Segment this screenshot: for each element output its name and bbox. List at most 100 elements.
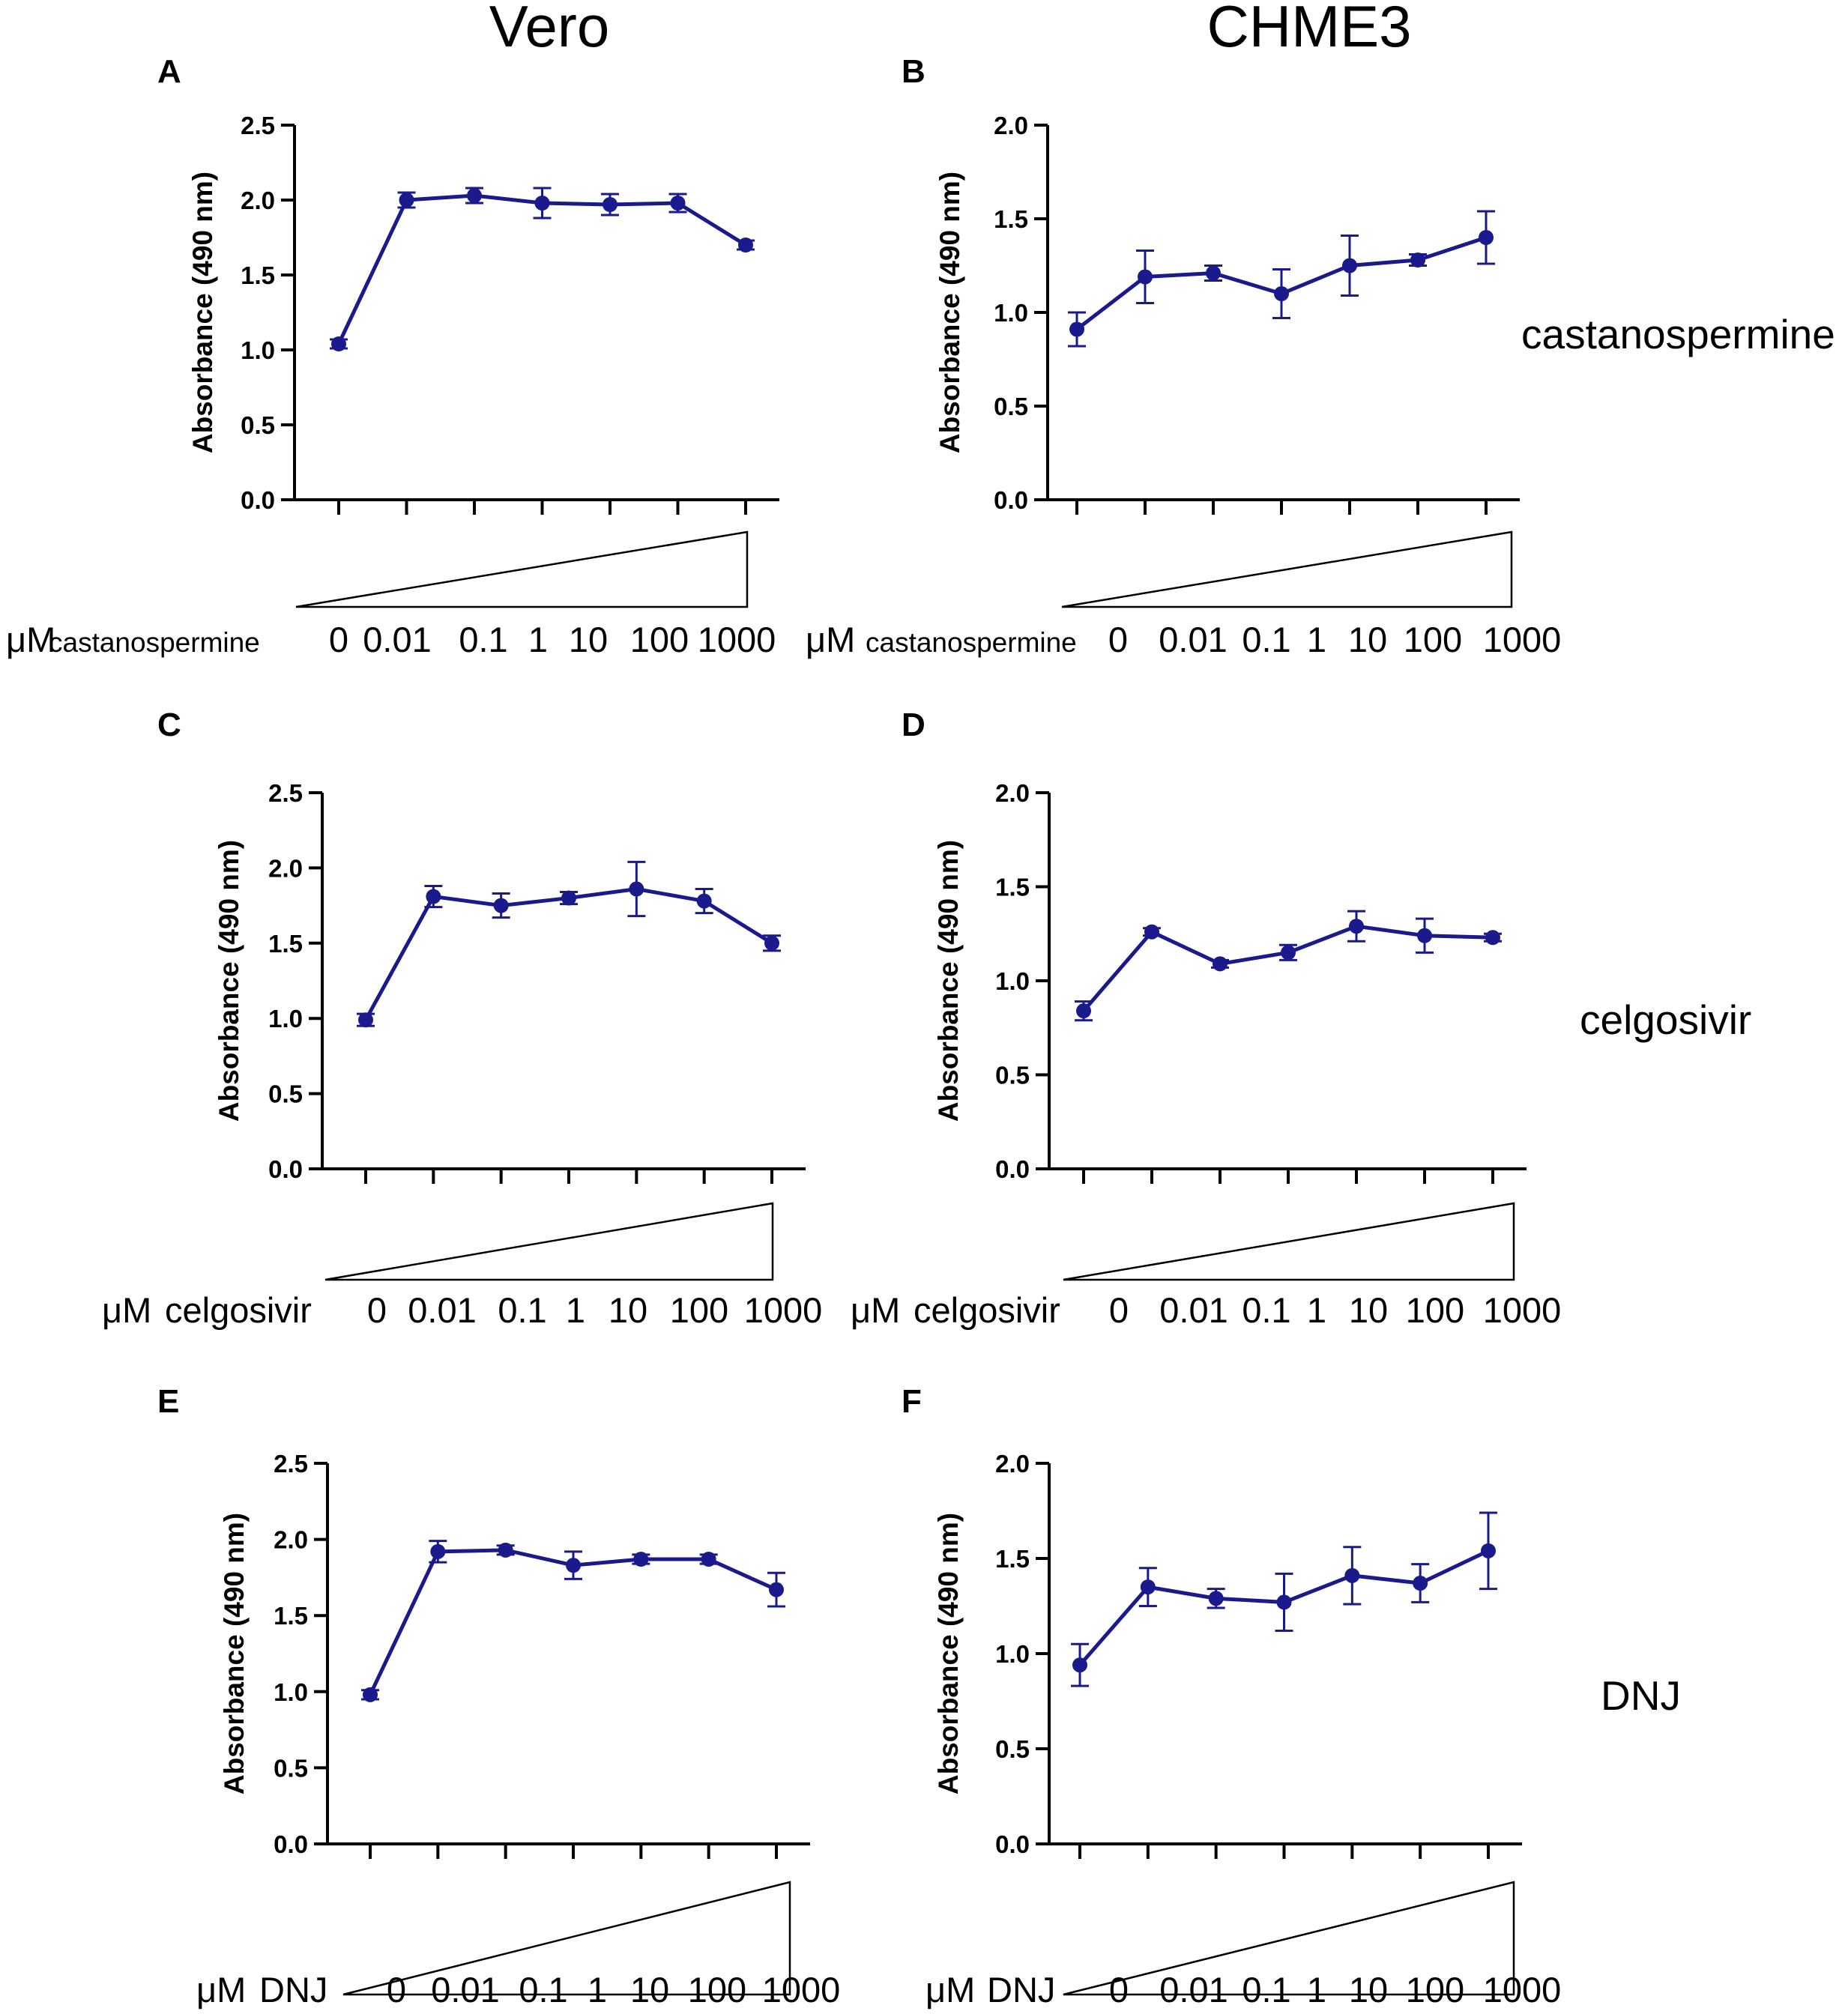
data-point-d: [1417, 928, 1432, 943]
y-tick-label-e: 0.5: [274, 1754, 308, 1782]
y-tick-label-b: 1.0: [994, 299, 1028, 327]
concentration-label-c: 1: [566, 1290, 585, 1330]
concentration-label-b: 1000: [1483, 620, 1562, 659]
data-point-f: [1481, 1543, 1496, 1558]
data-point-f: [1140, 1579, 1156, 1595]
data-point-c: [696, 893, 712, 909]
data-point-a: [331, 336, 346, 351]
y-tick-label-a: 0.0: [241, 486, 275, 514]
y-tick-label-d: 0.5: [995, 1062, 1030, 1089]
concentration-label-a: 100: [630, 620, 689, 659]
y-tick-label-e: 2.5: [274, 1450, 308, 1478]
concentration-label-b: 100: [1404, 620, 1462, 659]
concentration-label-a: 1000: [698, 620, 776, 659]
column-title-vero: Vero: [489, 0, 609, 59]
concentration-label-e: 100: [688, 1970, 746, 2010]
data-point-b: [1138, 269, 1153, 285]
y-tick-label-f: 1.5: [995, 1545, 1030, 1573]
panels-group: A 0.0 0.5 1.0 1.5 2.0 2.5 Absorbance (490 nm) μM…: [6, 53, 1561, 2010]
data-point-f: [1072, 1657, 1087, 1673]
concentration-label-c: 0: [367, 1290, 387, 1330]
y-tick-label-d: 0.0: [995, 1155, 1030, 1183]
data-point-c: [764, 935, 779, 951]
concentration-label-e: 0: [387, 1970, 406, 2010]
y-tick-label-b: 0.0: [994, 486, 1028, 514]
data-point-f: [1208, 1591, 1224, 1606]
concentration-label-b: 0.1: [1242, 620, 1290, 659]
panel-d: D 0.0 0.5 1.0 1.5 2.0 Absorbance (490 nm) μM cel…: [851, 707, 1561, 1330]
column-title-chme3: CHME3: [1207, 0, 1411, 59]
panel-c: C 0.0 0.5 1.0 1.5 2.0 2.5 Absorbance (490 nm) μM…: [102, 707, 822, 1330]
concentration-label-b: 1: [1307, 620, 1326, 659]
y-tick-label-e: 0.0: [274, 1830, 308, 1858]
data-point-e: [701, 1552, 716, 1567]
data-point-e: [498, 1542, 513, 1558]
y-tick-label-b: 0.5: [994, 393, 1028, 420]
y-tick-label-c: 0.0: [268, 1155, 303, 1183]
data-point-b: [1342, 258, 1357, 273]
y-tick-label-a: 2.5: [241, 112, 275, 139]
y-tick-label-a: 1.5: [241, 261, 275, 289]
concentration-label-c: 10: [609, 1290, 647, 1330]
y-tick-label-e: 1.5: [274, 1602, 308, 1630]
panel-f: F 0.0 0.5 1.0 1.5 2.0 Absorbance (490 nm) μM DNJ…: [902, 1383, 1561, 2010]
y-tick-label-f: 1.0: [995, 1640, 1030, 1668]
data-point-d: [1281, 945, 1296, 961]
y-tick-label-c: 2.5: [268, 779, 303, 807]
y-tick-label-e: 1.0: [274, 1678, 308, 1706]
concentration-label-f: 100: [1406, 1970, 1464, 2010]
data-point-a: [399, 193, 414, 208]
concentration-wedge-e: [342, 1881, 791, 1996]
concentration-wedge-b: [1061, 530, 1513, 608]
data-point-a: [467, 188, 482, 203]
concentration-wedge-f: [1063, 1881, 1515, 1996]
concentration-label-c: 0.1: [498, 1290, 546, 1330]
data-point-c: [629, 881, 644, 897]
data-point-f: [1344, 1567, 1360, 1583]
drug-label-f: DNJ: [987, 1970, 1055, 2010]
concentration-label-b: 10: [1348, 620, 1387, 659]
concentration-label-d: 100: [1406, 1290, 1464, 1330]
y-tick-label-f: 0.5: [995, 1735, 1030, 1763]
unit-label-b: μM: [806, 620, 855, 659]
concentration-label-c: 1000: [744, 1290, 823, 1330]
data-point-a: [534, 196, 550, 211]
data-point-b: [1410, 252, 1425, 267]
y-tick-label-f: 2.0: [995, 1450, 1030, 1478]
drug-label-c: celgosivir: [165, 1290, 312, 1330]
data-point-e: [633, 1552, 649, 1567]
concentration-label-e: 1000: [762, 1970, 841, 2010]
y-axis-label-b: Absorbance (490 nm): [934, 172, 965, 453]
data-point-e: [363, 1687, 378, 1702]
data-point-d: [1485, 930, 1500, 946]
concentration-label-d: 1000: [1483, 1290, 1562, 1330]
concentration-label-d: 1: [1307, 1290, 1326, 1330]
y-tick-label-f: 0.0: [995, 1830, 1030, 1858]
concentration-label-a: 0.01: [363, 620, 431, 659]
concentration-label-b: 0: [1108, 620, 1128, 659]
concentration-label-f: 0.1: [1242, 1970, 1290, 2010]
data-point-e: [769, 1582, 784, 1597]
row-label-dnj: DNJ: [1601, 1672, 1681, 1719]
drug-label-e: DNJ: [259, 1970, 327, 2010]
panel-letter-e: E: [157, 1383, 179, 1420]
y-tick-label-b: 2.0: [994, 112, 1028, 139]
y-tick-label-b: 1.5: [994, 205, 1028, 233]
unit-label-e: μM: [196, 1970, 246, 2010]
concentration-label-e: 0.01: [431, 1970, 499, 2010]
drug-label-b: castanospermine: [866, 627, 1077, 658]
concentration-label-c: 0.01: [408, 1290, 476, 1330]
data-point-d: [1076, 1003, 1091, 1019]
concentration-label-f: 10: [1349, 1970, 1388, 2010]
concentration-label-d: 10: [1349, 1290, 1388, 1330]
concentration-label-d: 0.01: [1159, 1290, 1228, 1330]
concentration-label-e: 0.1: [519, 1970, 567, 2010]
data-point-d: [1213, 956, 1228, 972]
data-point-f: [1413, 1576, 1428, 1591]
concentration-wedge-c: [324, 1202, 774, 1281]
series-line-c: [363, 886, 773, 1021]
unit-label-c: μM: [102, 1290, 151, 1330]
panel-letter-c: C: [157, 707, 181, 743]
concentration-wedge-a: [295, 530, 749, 608]
panel-letter-f: F: [902, 1383, 922, 1420]
